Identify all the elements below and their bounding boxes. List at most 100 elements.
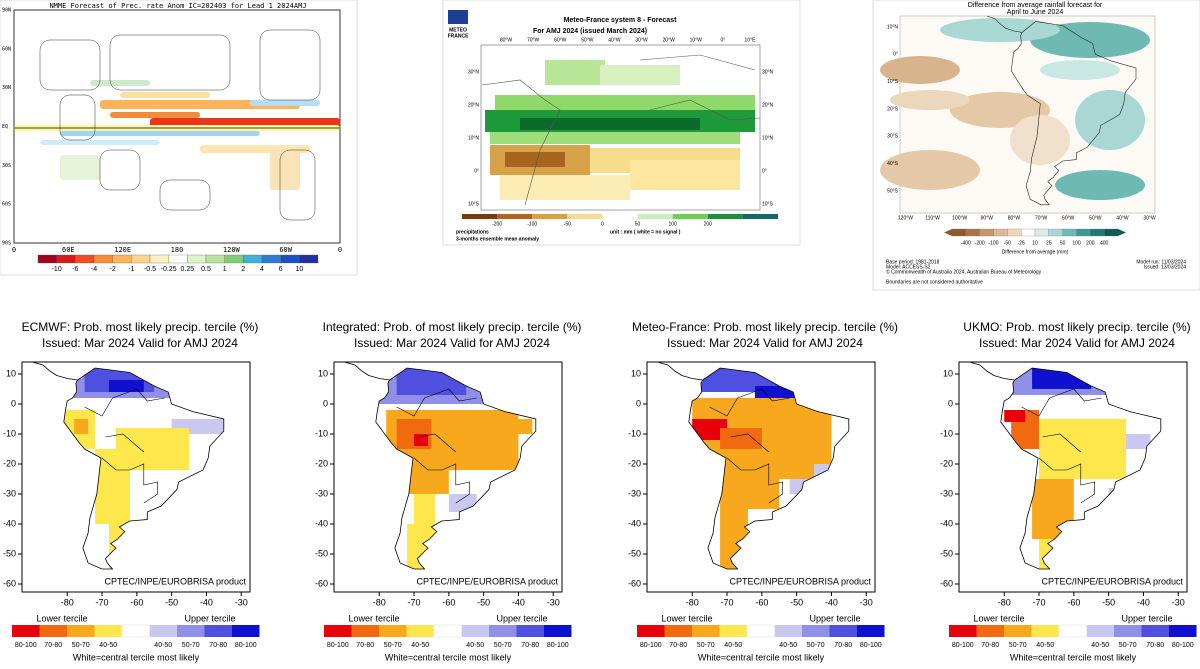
legend-label: 80-100 <box>640 642 662 649</box>
panel-title: Meteo-France system 8 - Forecast <box>564 17 677 24</box>
colorbar-swatch <box>602 214 638 219</box>
legend-label: 70-80 <box>209 642 227 649</box>
colorbar-label: -10 <box>52 266 62 273</box>
legend-swatch <box>516 625 544 637</box>
colorbar-label: 400 <box>1100 240 1109 246</box>
colorbar-swatch <box>224 254 244 264</box>
lat-label: 30°N <box>762 69 774 75</box>
colorbar-swatch <box>168 254 188 264</box>
continent-outline <box>39 39 101 91</box>
y-tick-label: -20 <box>940 458 953 468</box>
panel-title: Meteo-France: Prob. most likely precip. … <box>632 320 898 334</box>
lon-label: 80°W <box>500 37 513 43</box>
x-tick-label: -60 <box>1067 597 1080 607</box>
colorbar-label: 50 <box>1060 240 1066 246</box>
colorbar-swatch <box>1048 228 1063 237</box>
legend-swatch <box>1141 625 1169 637</box>
lon-label: 180 <box>171 246 184 254</box>
colorbar-swatch <box>1021 228 1036 237</box>
colorbar-swatch <box>1007 228 1022 237</box>
legend-heading: Upper tercile <box>1121 613 1172 623</box>
lon-label: 10°E <box>745 37 757 43</box>
lat-label: 0° <box>893 52 898 58</box>
footer-text: Model: ACCESS-S2 <box>886 264 931 270</box>
x-tick-label: -30 <box>1172 597 1185 607</box>
legend-swatch <box>949 625 977 637</box>
x-tick-label: -30 <box>235 597 248 607</box>
colorbar-swatch <box>672 214 708 219</box>
lat-label: 10°N <box>762 135 774 141</box>
footer-text: © Commonwealth of Australia 2024, Austra… <box>886 268 1042 275</box>
lat-label: 10°N <box>468 135 480 141</box>
legend-swatch <box>177 625 205 637</box>
forecast-cell <box>501 419 533 434</box>
legend-label: 70-80 <box>834 642 852 649</box>
forecast-cell <box>1126 434 1151 449</box>
legend-heading: Lower tercile <box>36 613 87 623</box>
colorbar-swatch <box>243 254 263 264</box>
lon-label: 100°W <box>952 215 967 221</box>
y-tick-label: -60 <box>628 578 641 588</box>
anomaly-patch <box>600 65 680 85</box>
border-lines <box>1021 388 1102 504</box>
colorbar-label: 2 <box>241 266 245 273</box>
map-border <box>21 361 251 593</box>
logo <box>448 10 468 24</box>
legend-swatch <box>719 625 747 637</box>
panel-subtitle: For AMJ 2024 (issued March 2024) <box>533 28 647 35</box>
continent-outline <box>59 94 96 141</box>
legend-swatch <box>746 624 775 638</box>
legend-label: 80-100 <box>327 642 349 649</box>
panel-title: April to June 2024 <box>1007 9 1064 16</box>
y-tick-label: -60 <box>3 578 16 588</box>
colorbar-swatch <box>993 228 1008 237</box>
legend-swatch <box>1086 625 1114 637</box>
lat-label: 90N <box>2 8 11 14</box>
lon-label: 50°W <box>1089 215 1102 221</box>
footer-text: unit : mm ( white = no signal ) <box>610 229 681 235</box>
lat-label: 0° <box>762 168 767 174</box>
lon-label: 40°W <box>608 37 621 43</box>
y-tick-label: -30 <box>940 488 953 498</box>
colorbar-label: -6 <box>72 266 78 273</box>
forecast-cell <box>720 479 780 509</box>
colorbar-swatch <box>1076 228 1091 237</box>
colorbar-swatch <box>637 214 673 219</box>
credit: CPTEC/INPE/EUROBRISA product <box>729 576 871 586</box>
anomaly-patch <box>545 60 605 85</box>
forecast-cell <box>692 419 728 440</box>
colorbar-swatch <box>979 228 994 237</box>
anomaly-band <box>60 131 260 136</box>
anomaly-band <box>90 80 150 86</box>
lon-label: 110°W <box>925 215 940 221</box>
colorbar-title: Difference from average (mm) <box>1002 249 1069 255</box>
colorbar-label: 10 <box>295 266 303 273</box>
lat-label: 90S <box>2 241 11 247</box>
legend-label: 50-70 <box>1009 642 1027 649</box>
x-tick-label: -30 <box>860 597 873 607</box>
anomaly-band <box>100 100 300 109</box>
legend-swatch <box>121 624 150 638</box>
anomaly-blob <box>1040 60 1120 80</box>
lon-label: 0 <box>338 246 342 254</box>
lat-label: 50°S <box>887 188 899 194</box>
colorbar-label: 1 <box>223 266 227 273</box>
lat-label: 10°S <box>468 201 480 207</box>
border-lines <box>84 388 165 504</box>
border-lines <box>709 388 790 504</box>
colorbar-label: -25 <box>1018 240 1025 246</box>
x-tick-label: -30 <box>547 597 560 607</box>
colorbar-label: -50 <box>564 221 571 227</box>
forecast-cell <box>109 380 144 392</box>
y-tick-label: 0 <box>11 398 16 408</box>
colorbar-label: 50 <box>635 221 641 227</box>
legend-label: 40-50 <box>99 642 117 649</box>
y-tick-label: 0 <box>948 398 953 408</box>
logo-text: METEO <box>449 27 467 33</box>
forecast-cell <box>74 419 89 434</box>
continent-outline <box>159 179 211 211</box>
y-tick-label: -40 <box>315 518 328 528</box>
lon-label: 80°W <box>1008 215 1021 221</box>
y-tick-label: -60 <box>940 578 953 588</box>
